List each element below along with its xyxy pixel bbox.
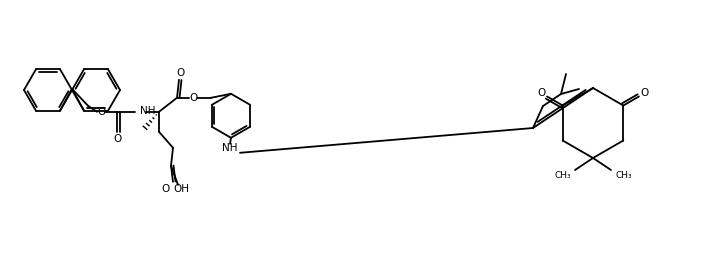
Text: CH₃: CH₃ [615, 172, 632, 180]
Text: O: O [176, 68, 184, 78]
Text: NH: NH [140, 106, 155, 116]
Text: O: O [641, 88, 649, 98]
Text: O: O [161, 184, 169, 194]
Text: O: O [189, 93, 197, 103]
Text: NH: NH [222, 143, 238, 153]
Text: O: O [97, 107, 105, 117]
Text: O: O [113, 134, 121, 144]
Text: O: O [537, 88, 545, 98]
Text: OH: OH [173, 184, 189, 194]
Text: CH₃: CH₃ [554, 172, 571, 180]
